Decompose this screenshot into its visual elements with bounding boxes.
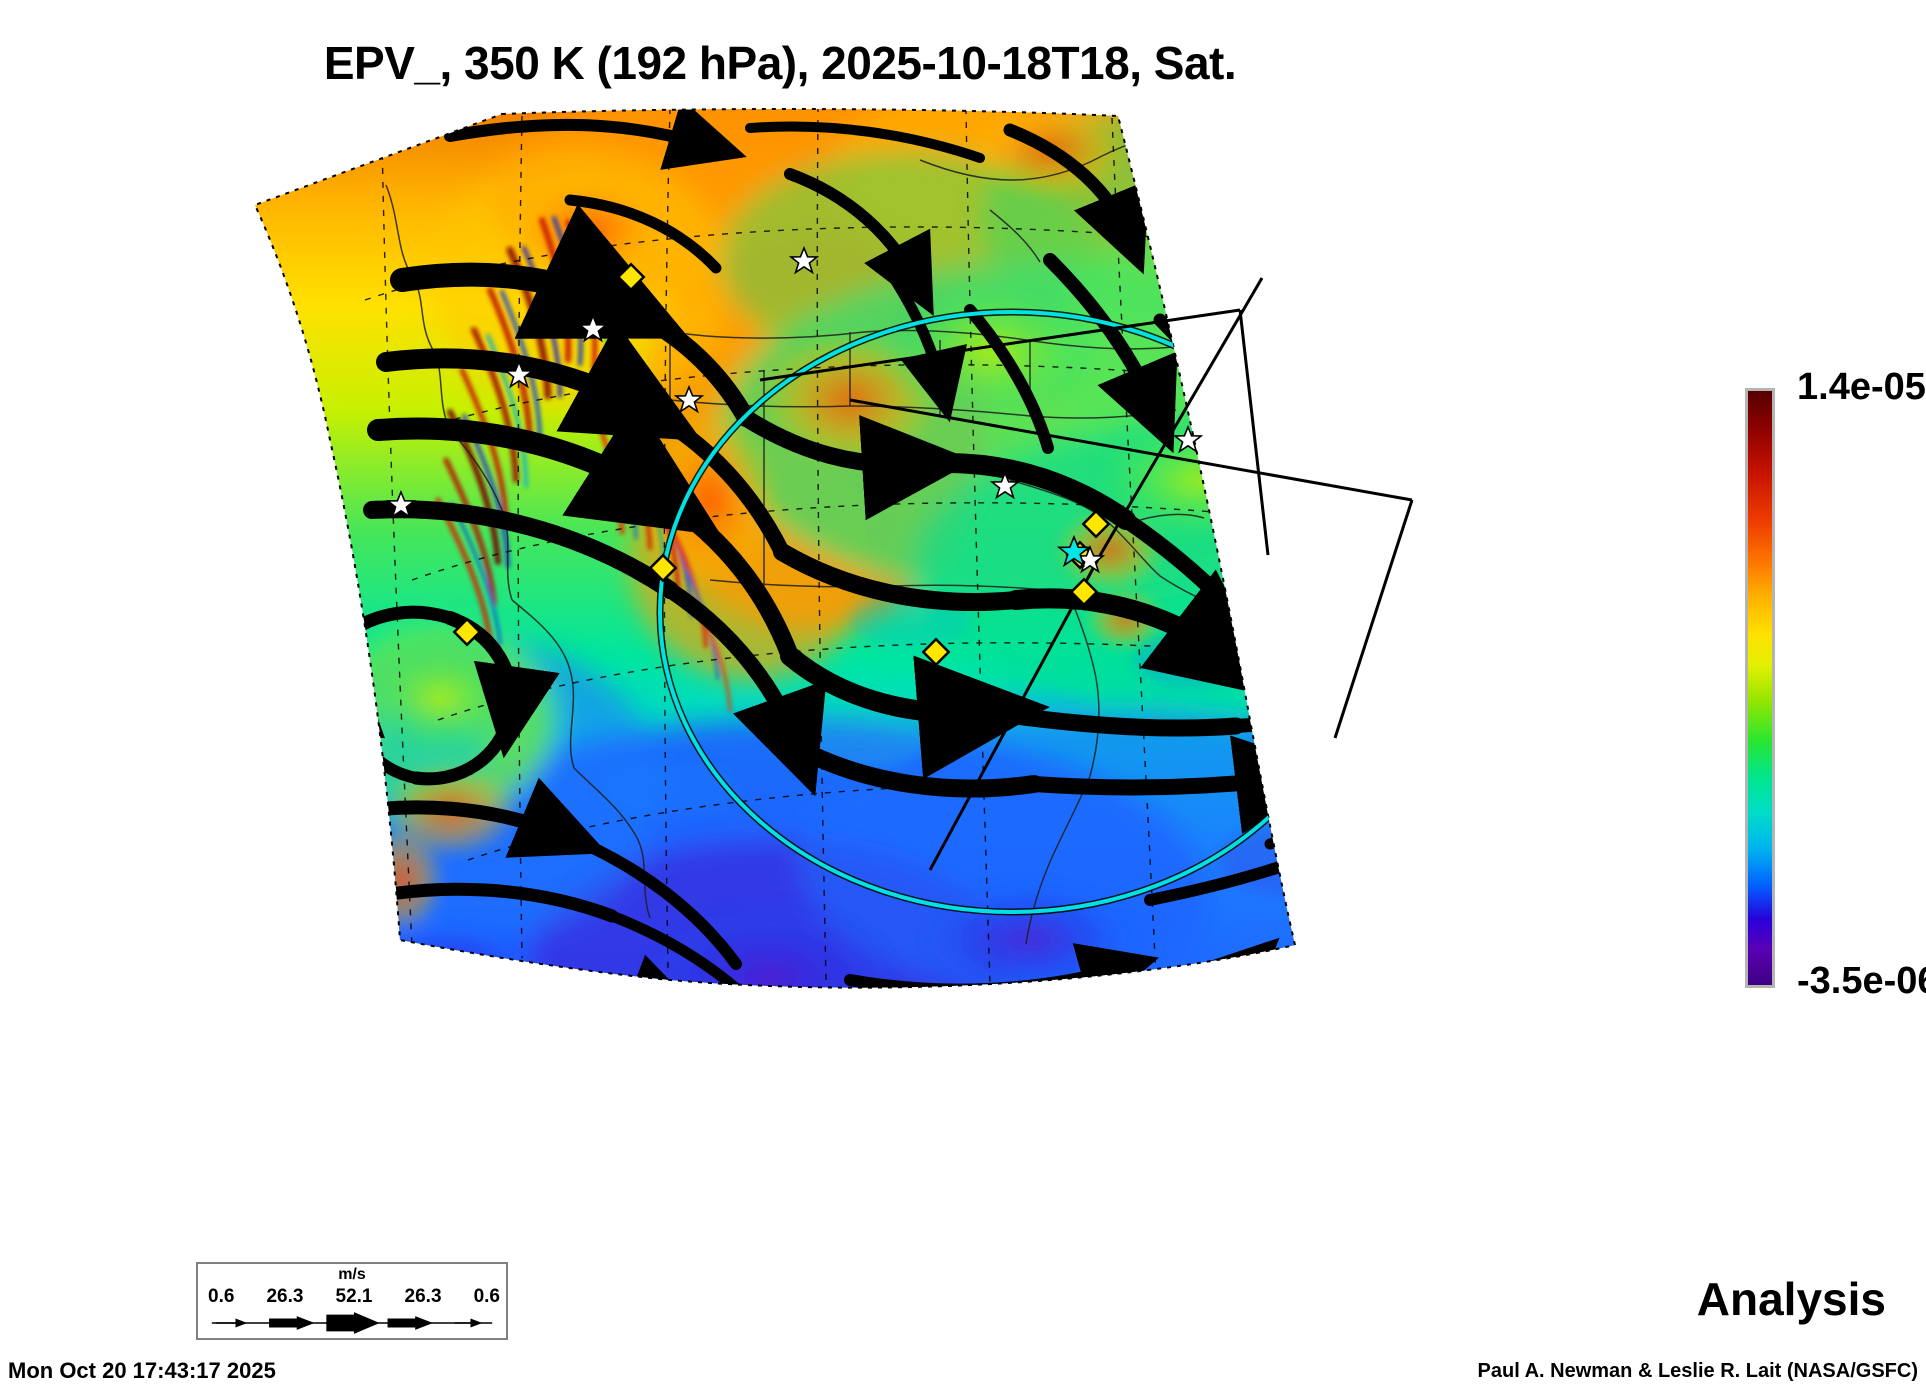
station-marker-star[interactable] xyxy=(503,359,535,389)
wind-tick-labels: 0.6 26.3 52.1 26.3 0.6 xyxy=(208,1286,500,1308)
event-circle-overlay xyxy=(656,308,1295,916)
colorbar-gradient[interactable] xyxy=(1745,388,1775,988)
station-marker-diamond[interactable] xyxy=(1081,509,1111,539)
wind-tick-label: 26.3 xyxy=(404,1286,442,1307)
station-marker-star[interactable] xyxy=(385,489,417,519)
wind-tick-label: 52.1 xyxy=(335,1286,373,1307)
station-marker-star[interactable] xyxy=(989,470,1021,500)
colorbar-max-label: 1.4e-05 xyxy=(1797,366,1926,408)
author-credit: Paul A. Newman & Leslie R. Lait (NASA/GS… xyxy=(1477,1360,1918,1382)
epv-map-figure[interactable] xyxy=(150,100,1570,1130)
station-marker-diamond[interactable] xyxy=(648,553,678,583)
colorbar-min-label: -3.5e-06 xyxy=(1797,960,1926,1002)
station-marker-star[interactable] xyxy=(1172,424,1204,454)
wind-units-label: m/s xyxy=(338,1266,366,1283)
station-marker-diamond[interactable] xyxy=(452,617,482,647)
station-marker-star[interactable] xyxy=(788,245,820,275)
wind-tick-label: 0.6 xyxy=(208,1286,235,1307)
track-lines xyxy=(759,277,1414,871)
station-marker-diamond[interactable] xyxy=(616,262,646,292)
map-panel[interactable] xyxy=(150,100,1570,1130)
analysis-label: Analysis xyxy=(1696,1273,1886,1325)
station-marker-star[interactable] xyxy=(577,313,609,343)
generation-timestamp: Mon Oct 20 17:43:17 2025 xyxy=(8,1358,276,1383)
wind-tick-label: 26.3 xyxy=(266,1286,304,1307)
wind-arrow-scale-icon xyxy=(211,1312,493,1334)
station-marker-star[interactable] xyxy=(673,384,705,414)
station-marker-diamond[interactable] xyxy=(1069,577,1099,607)
event-circle xyxy=(658,310,1295,914)
page-title: EPV_, 350 K (192 hPa), 2025-10-18T18, Sa… xyxy=(323,37,1237,89)
map-boundary xyxy=(253,108,1297,989)
wind-scale-legend: m/s 0.6 26.3 52.1 26.3 0.6 xyxy=(196,1262,508,1340)
station-marker-diamond[interactable] xyxy=(921,637,951,667)
station-markers xyxy=(385,245,1204,667)
wind-tick-label: 0.6 xyxy=(473,1286,500,1307)
event-center-star[interactable] xyxy=(1056,534,1092,568)
